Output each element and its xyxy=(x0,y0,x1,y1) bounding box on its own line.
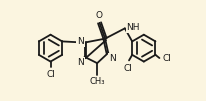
Text: Cl: Cl xyxy=(46,70,55,79)
Text: Cl: Cl xyxy=(162,54,171,63)
Text: Cl: Cl xyxy=(123,64,132,73)
Text: O: O xyxy=(95,11,102,20)
Text: NH: NH xyxy=(126,23,139,32)
Text: CH₃: CH₃ xyxy=(89,77,104,86)
Text: N: N xyxy=(77,58,83,67)
Text: N: N xyxy=(109,54,115,63)
Text: N: N xyxy=(77,37,83,46)
